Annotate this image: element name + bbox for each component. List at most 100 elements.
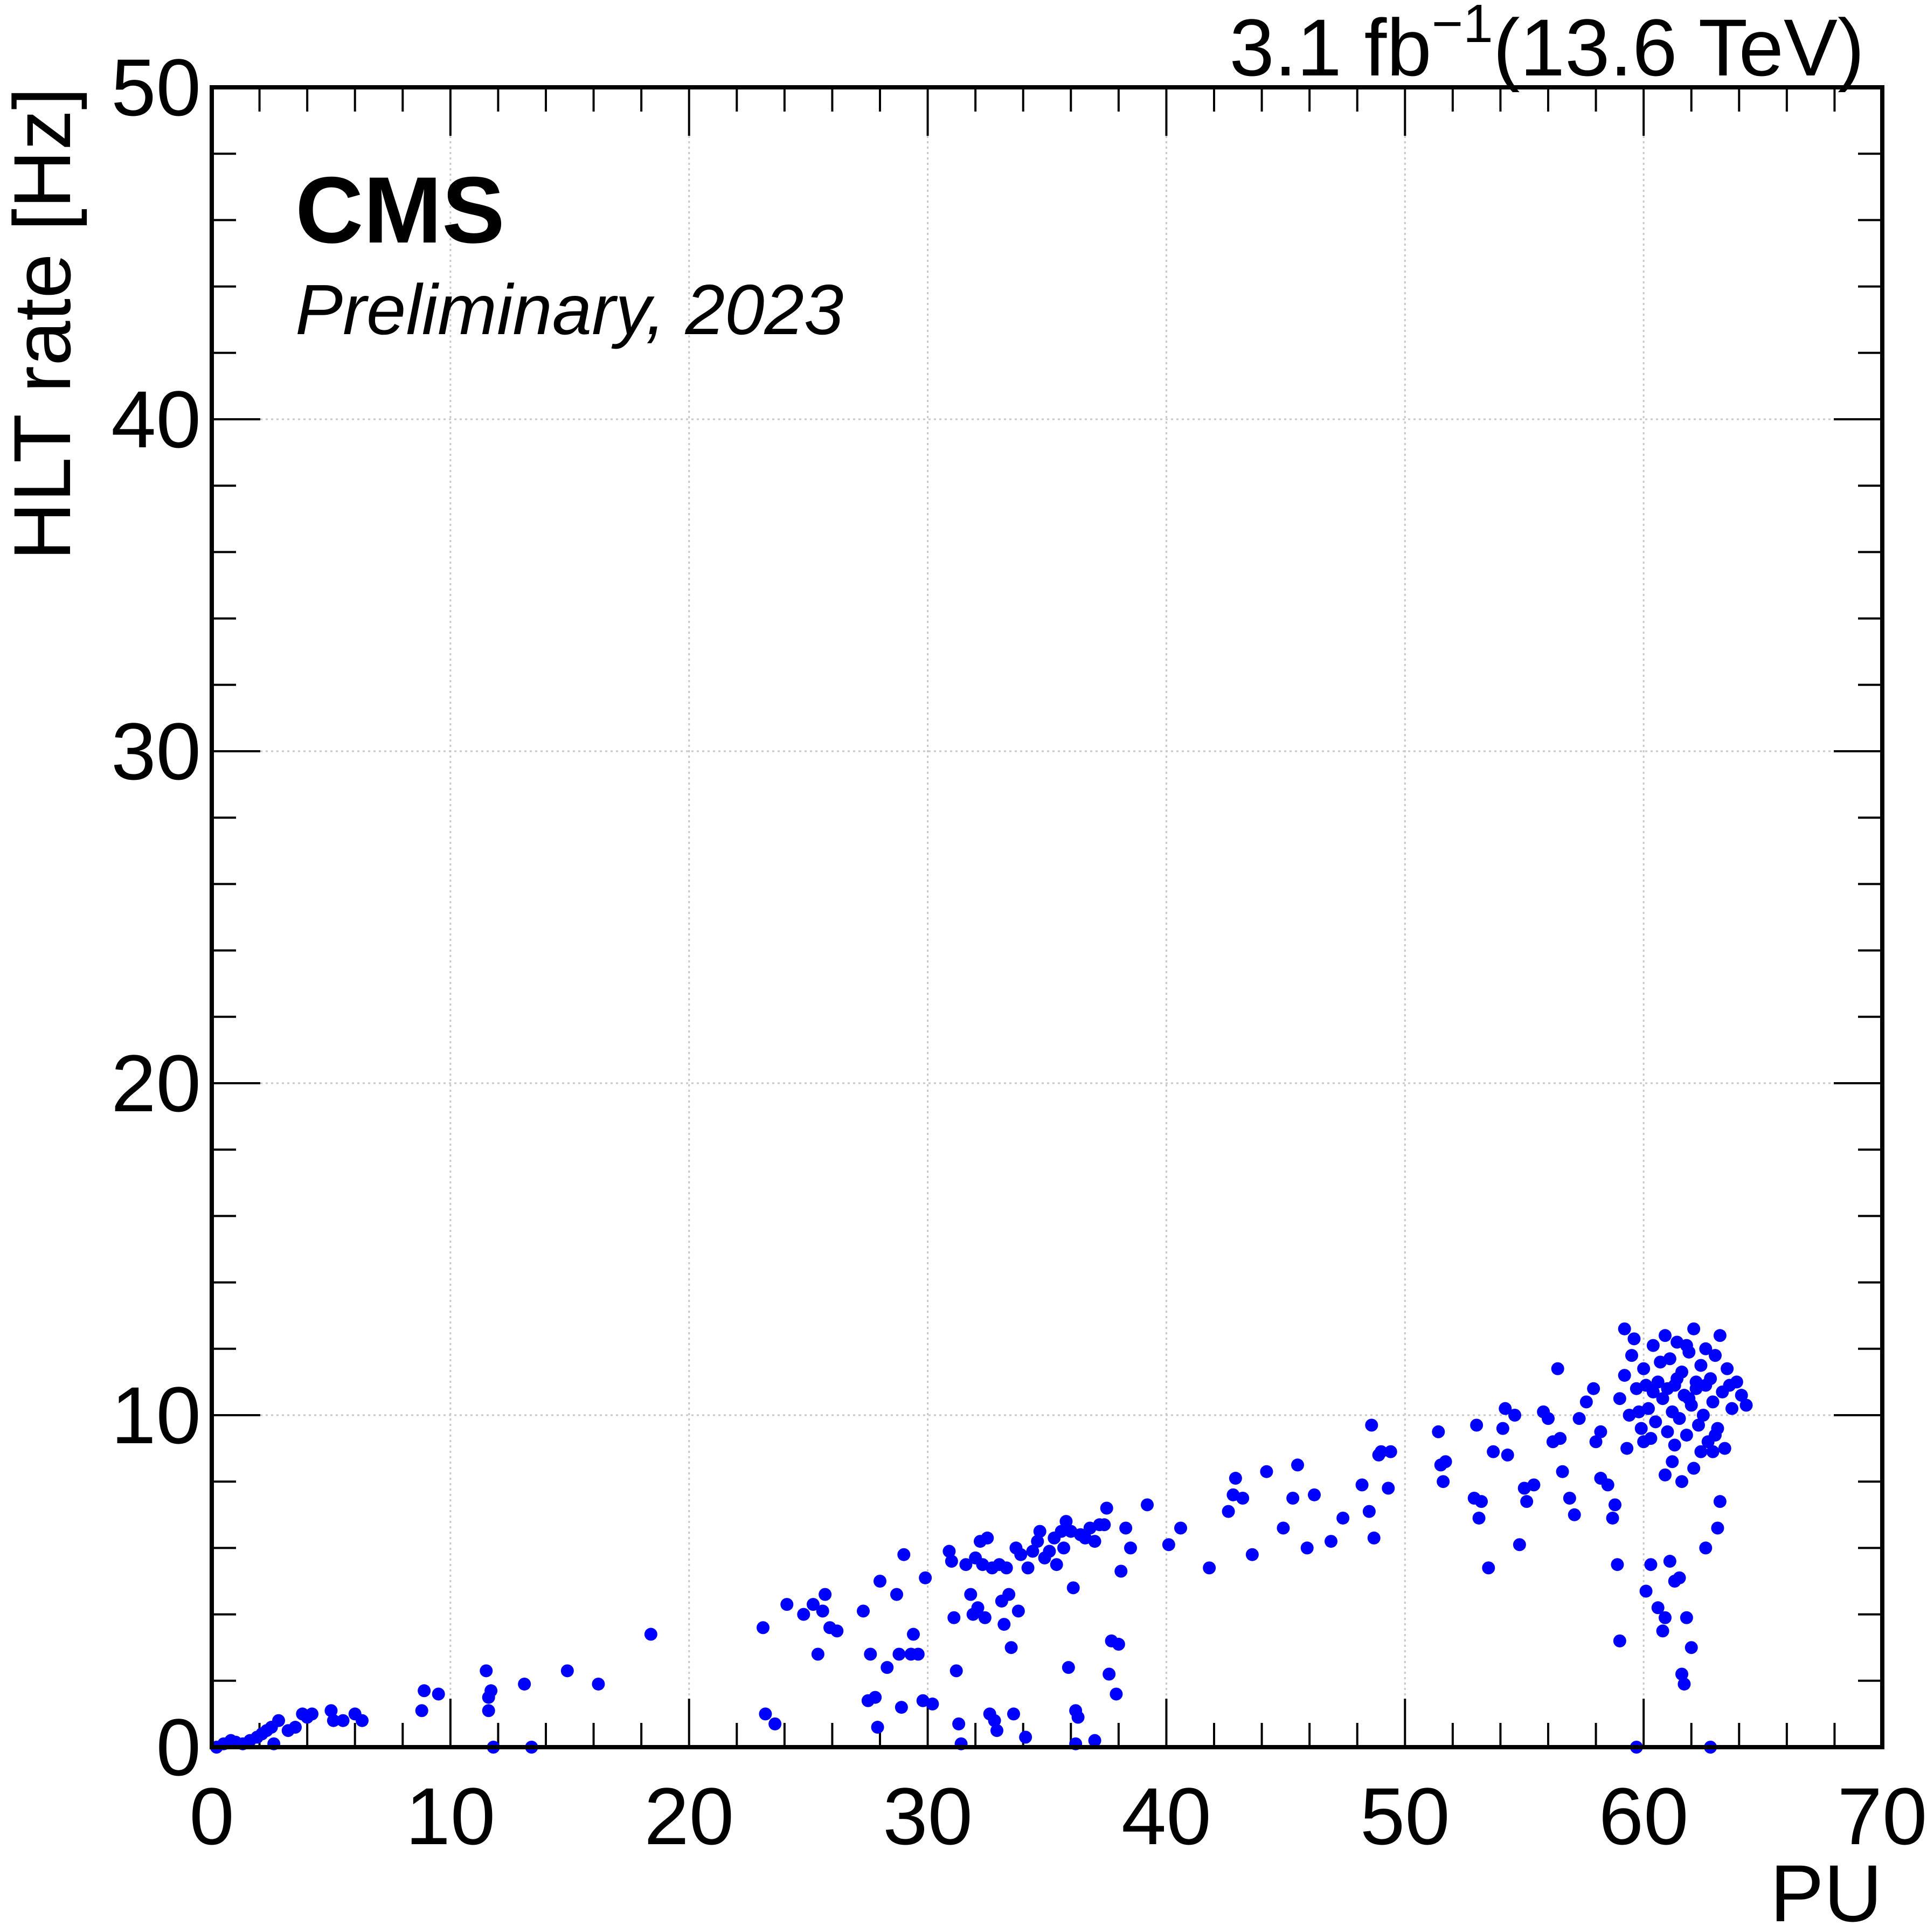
data-point bbox=[560, 1664, 574, 1678]
data-point bbox=[819, 1588, 832, 1601]
data-point bbox=[1520, 1495, 1534, 1508]
data-point bbox=[964, 1588, 978, 1601]
data-point bbox=[432, 1687, 445, 1701]
data-point bbox=[1291, 1458, 1304, 1472]
data-point bbox=[1043, 1545, 1056, 1558]
data-point bbox=[1554, 1432, 1567, 1445]
data-point bbox=[981, 1531, 994, 1545]
data-point bbox=[1587, 1382, 1600, 1395]
data-point bbox=[1229, 1472, 1242, 1485]
data-point bbox=[816, 1604, 829, 1618]
data-point bbox=[1568, 1508, 1581, 1521]
data-point bbox=[1432, 1425, 1445, 1438]
data-point bbox=[1236, 1492, 1250, 1505]
data-point bbox=[1088, 1535, 1101, 1548]
x-tick-label: 10 bbox=[405, 1771, 495, 1861]
x-tick-label: 70 bbox=[1838, 1771, 1927, 1861]
data-point bbox=[644, 1628, 657, 1641]
data-point bbox=[1673, 1571, 1686, 1584]
data-point bbox=[1513, 1538, 1526, 1552]
data-point bbox=[1651, 1601, 1665, 1615]
data-point bbox=[1656, 1624, 1669, 1638]
data-point bbox=[1110, 1687, 1123, 1701]
data-point bbox=[1659, 1329, 1672, 1342]
data-point bbox=[1002, 1588, 1016, 1601]
data-point bbox=[1718, 1442, 1731, 1455]
data-point bbox=[952, 1717, 966, 1730]
data-point bbox=[942, 1545, 956, 1558]
y-axis-title: HLT rate [Hz] bbox=[0, 87, 87, 560]
y-tick-label: 10 bbox=[111, 1370, 201, 1460]
data-point bbox=[1627, 1332, 1641, 1346]
data-point bbox=[1112, 1638, 1125, 1651]
data-point bbox=[1000, 1561, 1013, 1575]
data-point bbox=[1362, 1505, 1376, 1518]
data-point bbox=[971, 1601, 985, 1615]
data-point bbox=[1711, 1521, 1724, 1535]
data-point bbox=[1694, 1445, 1708, 1458]
data-point bbox=[919, 1571, 932, 1584]
data-point bbox=[1439, 1455, 1452, 1469]
data-point bbox=[1308, 1488, 1321, 1501]
data-point bbox=[892, 1647, 906, 1661]
data-point bbox=[1709, 1428, 1722, 1442]
data-point bbox=[947, 1611, 961, 1624]
data-point bbox=[1694, 1359, 1708, 1372]
x-tick-labels: 0 10 20 30 40 50 60 70 bbox=[189, 1771, 1927, 1861]
data-point bbox=[1470, 1418, 1484, 1432]
data-point bbox=[988, 1714, 1001, 1727]
y-tick-label: 30 bbox=[111, 706, 201, 797]
data-point bbox=[1551, 1362, 1564, 1375]
data-point bbox=[289, 1721, 302, 1734]
data-point bbox=[1649, 1415, 1662, 1429]
data-point bbox=[907, 1628, 920, 1641]
data-point bbox=[1682, 1392, 1696, 1405]
data-point bbox=[1222, 1505, 1235, 1518]
data-point bbox=[1725, 1402, 1738, 1415]
data-point bbox=[1572, 1412, 1586, 1425]
data-point bbox=[1021, 1561, 1035, 1575]
x-axis-title: PU bbox=[1770, 1848, 1882, 1932]
data-point bbox=[1659, 1611, 1672, 1624]
data-point bbox=[871, 1721, 884, 1734]
data-point bbox=[1680, 1428, 1693, 1442]
data-point bbox=[1673, 1412, 1686, 1425]
data-point bbox=[1114, 1564, 1128, 1578]
x-tick-label: 30 bbox=[883, 1771, 973, 1861]
data-point bbox=[1501, 1448, 1514, 1462]
data-point bbox=[1066, 1581, 1080, 1595]
x-tick-label: 40 bbox=[1121, 1771, 1211, 1861]
data-point bbox=[1706, 1445, 1720, 1458]
data-point bbox=[1088, 1734, 1101, 1747]
data-point bbox=[1496, 1422, 1509, 1435]
data-point bbox=[1651, 1375, 1665, 1389]
y-tick-labels: 0 10 20 30 40 50 bbox=[111, 42, 201, 1792]
data-point bbox=[1692, 1418, 1705, 1432]
data-point bbox=[1713, 1495, 1727, 1508]
data-point bbox=[1678, 1677, 1691, 1691]
data-point bbox=[1618, 1322, 1631, 1335]
data-point bbox=[1685, 1641, 1698, 1654]
data-point bbox=[949, 1664, 963, 1678]
data-point bbox=[1687, 1322, 1701, 1335]
data-point bbox=[1680, 1611, 1693, 1624]
data-point bbox=[1100, 1501, 1113, 1515]
data-point bbox=[1336, 1511, 1350, 1525]
data-point bbox=[306, 1707, 318, 1721]
data-point bbox=[1556, 1465, 1569, 1478]
axis-ticks bbox=[211, 86, 1883, 1748]
data-point bbox=[911, 1647, 925, 1661]
luminosity-value: 3.1 fb bbox=[1229, 2, 1431, 93]
data-point bbox=[1014, 1548, 1028, 1561]
data-point bbox=[1071, 1711, 1085, 1724]
data-point bbox=[1579, 1395, 1593, 1409]
plot-frame bbox=[210, 85, 1884, 1749]
data-point bbox=[327, 1714, 340, 1727]
data-point bbox=[1103, 1667, 1116, 1681]
data-point bbox=[990, 1724, 1003, 1737]
subtitle-label: Preliminary, 2023 bbox=[295, 270, 843, 349]
data-point bbox=[1011, 1604, 1025, 1618]
data-point bbox=[881, 1661, 894, 1674]
data-point bbox=[1594, 1425, 1607, 1438]
